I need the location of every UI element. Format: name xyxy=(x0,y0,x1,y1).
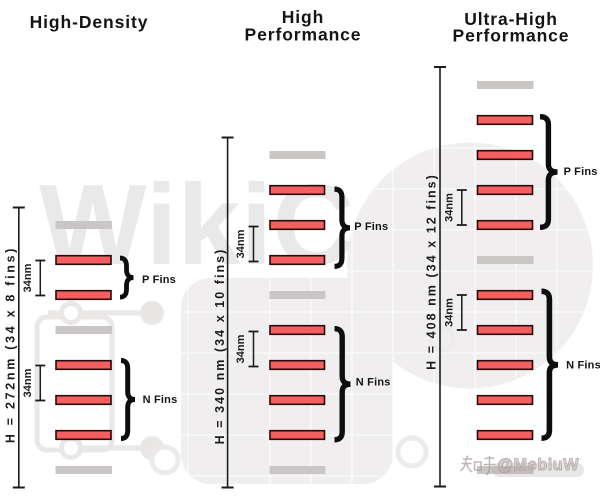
svg-text:P Fins: P Fins xyxy=(142,274,176,286)
svg-text:Performance: Performance xyxy=(453,26,570,46)
svg-text:High: High xyxy=(282,7,324,27)
svg-text:N Fins: N Fins xyxy=(566,360,600,372)
svg-text:H = 408 nm (34 x 12 fins): H = 408 nm (34 x 12 fins) xyxy=(425,173,439,370)
svg-text:H = 272nm (34 x 8 fins): H = 272nm (34 x 8 fins) xyxy=(4,246,18,443)
svg-text:P Fins: P Fins xyxy=(354,221,388,233)
svg-text:@MebiuW: @MebiuW xyxy=(497,456,579,474)
svg-text:34nm: 34nm xyxy=(235,334,247,363)
svg-text:34nm: 34nm xyxy=(22,368,34,397)
svg-text:High-Density: High-Density xyxy=(30,12,149,32)
svg-text:N Fins: N Fins xyxy=(143,394,178,406)
svg-text:H = 340 nm (34 x 10 fins): H = 340 nm (34 x 10 fins) xyxy=(213,248,227,445)
svg-text:34nm: 34nm xyxy=(235,229,247,258)
svg-text:Performance: Performance xyxy=(245,25,362,45)
svg-text:34nm: 34nm xyxy=(22,263,34,292)
svg-text:34nm: 34nm xyxy=(443,193,455,222)
svg-text:Ultra-High: Ultra-High xyxy=(464,9,558,29)
svg-text:34nm: 34nm xyxy=(443,298,455,327)
svg-text:P Fins: P Fins xyxy=(564,166,598,178)
svg-text:N Fins: N Fins xyxy=(356,376,391,388)
